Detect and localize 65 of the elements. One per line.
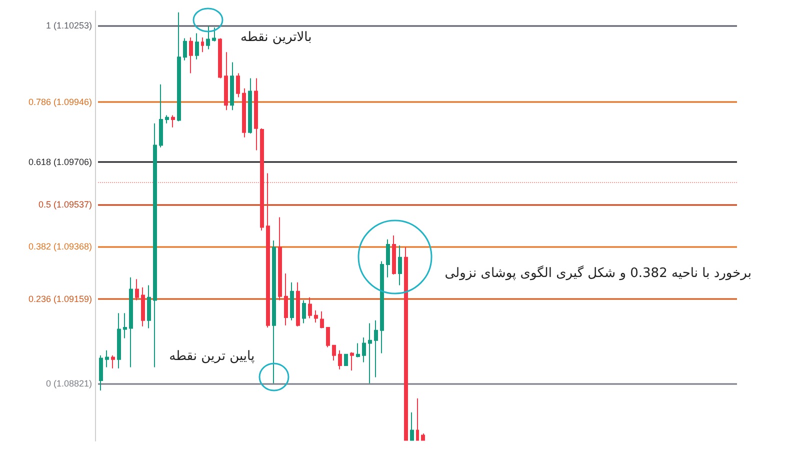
candlestick: [326, 327, 330, 348]
ref-line-label: 0.236 (1.09159): [28, 294, 92, 304]
ref-line-label: 0.786 (1.09946): [28, 96, 92, 107]
candlestick: [350, 352, 354, 371]
candlestick: [183, 38, 187, 61]
candlestick: [153, 122, 157, 368]
annotation: برخورد با ناحیه 0.382 و شکل گیری الگوی پوشای نزولی: [444, 266, 752, 282]
candlestick: [314, 310, 318, 323]
candlestick: [159, 84, 163, 148]
candlestick: [344, 354, 348, 366]
candlestick: [404, 246, 408, 441]
candlestick: [278, 216, 282, 301]
candlestick: [356, 342, 360, 358]
candlestick: [117, 312, 121, 369]
candlestick: [320, 310, 324, 329]
candlestick: [284, 272, 288, 326]
candlestick: [165, 114, 169, 124]
candlestick: [135, 278, 139, 301]
candlestick: [212, 26, 216, 42]
candlestick: [260, 128, 264, 231]
candlestick: [421, 432, 425, 441]
candlestick: [362, 337, 366, 363]
annotation: بالاترین نقطه: [240, 30, 312, 46]
candlestick: [224, 52, 228, 111]
candlestick: [374, 320, 378, 378]
candlestick: [302, 300, 306, 324]
candlestick: [206, 26, 210, 50]
candlestick: [410, 412, 414, 441]
candlestick: [123, 312, 127, 339]
candlestick: [230, 62, 234, 111]
candlestick: [111, 354, 115, 369]
candlestick: [380, 260, 384, 354]
ref-line-label: 0.618 (1.09706): [28, 157, 92, 168]
candlestick: [368, 322, 372, 384]
candlestick: [254, 78, 258, 151]
candlestick: [201, 36, 204, 53]
ref-line-label: 1 (1.10253): [46, 20, 92, 30]
candlestick: [189, 36, 193, 74]
candlestick: [332, 344, 336, 361]
ref-line-label: 0.5 (1.09537): [38, 199, 92, 210]
candlestick: [248, 78, 252, 134]
candlestick: [272, 240, 276, 384]
candlestick: [99, 354, 103, 392]
candlestick: [105, 350, 109, 368]
candlestick: [236, 72, 240, 98]
candlestick: [218, 38, 222, 79]
candlestick: [147, 284, 151, 329]
candlestick: [141, 286, 145, 327]
candlestick: [308, 296, 312, 319]
candlestick: [171, 114, 175, 128]
annotation: پایین ترین نقطه: [169, 349, 255, 366]
candlestick: [386, 238, 390, 278]
candlestick: [398, 245, 402, 286]
candlestick: [338, 350, 342, 370]
candlestick: [195, 32, 199, 60]
candlestick: [242, 88, 246, 138]
candlestick: [290, 282, 294, 321]
candlestick: [129, 276, 133, 368]
candlestick: [296, 282, 300, 327]
ref-line-label: 0 (1.08821): [46, 378, 92, 388]
candlestick: [392, 234, 396, 276]
candlestick: [416, 398, 419, 441]
candlestick: [266, 172, 270, 328]
candlestick: [177, 12, 181, 122]
ref-line-label: 0.382 (1.09368): [28, 242, 92, 252]
